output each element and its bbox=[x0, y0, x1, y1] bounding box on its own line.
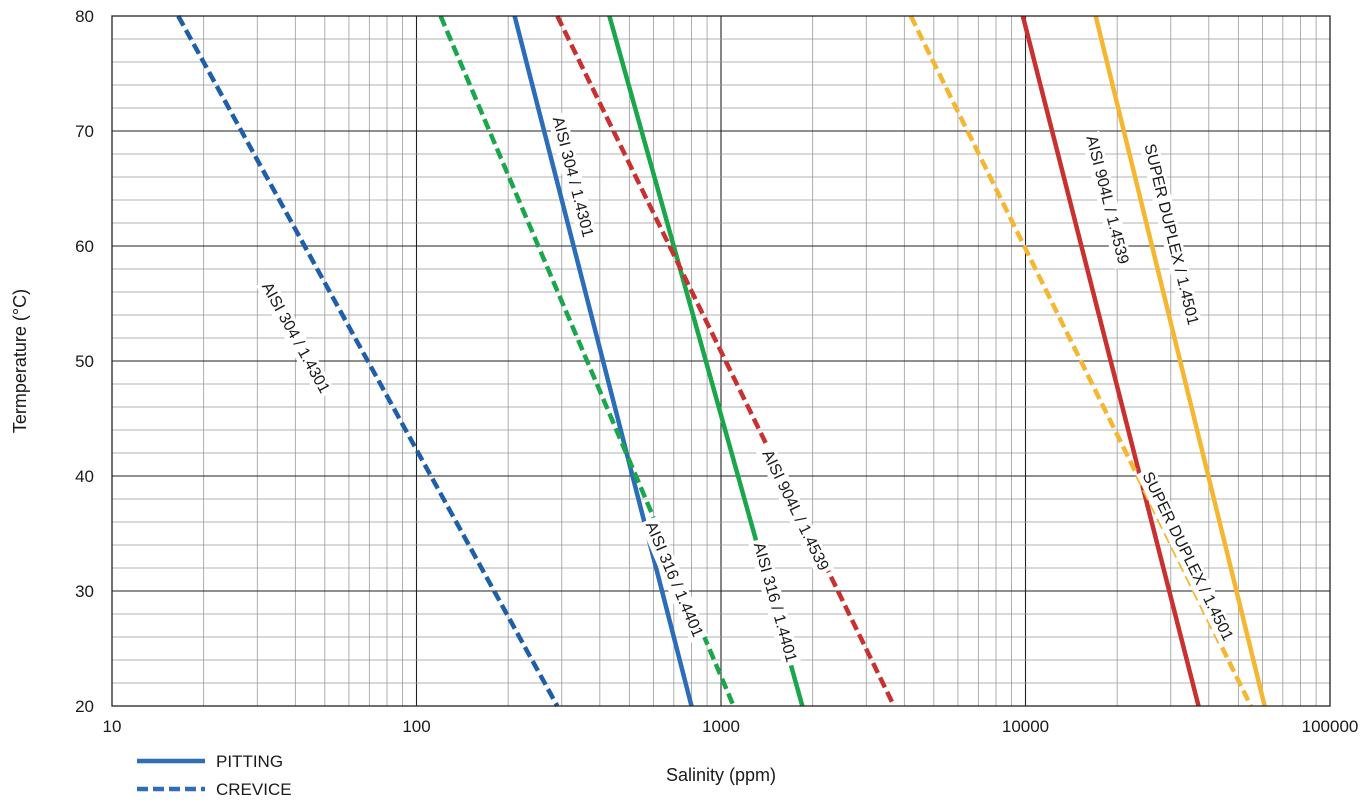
legend: PITTING CREVICE bbox=[137, 752, 292, 799]
x-tick-label: 100000 bbox=[1302, 717, 1359, 736]
x-tick-label: 10000 bbox=[1002, 717, 1049, 736]
x-tick-label: 1000 bbox=[702, 717, 740, 736]
y-tick-label: 20 bbox=[75, 697, 94, 716]
series-line-pitting bbox=[512, 15, 694, 707]
series-label-background bbox=[1136, 466, 1239, 647]
y-tick-label: 80 bbox=[75, 7, 94, 26]
series-label-group: AISI 316 / 1.4401 bbox=[747, 537, 802, 668]
legend-label: CREVICE bbox=[216, 780, 292, 799]
series-label-background bbox=[639, 516, 708, 643]
grid bbox=[112, 16, 1330, 706]
legend-label: PITTING bbox=[216, 752, 283, 771]
series-label-background bbox=[1138, 139, 1203, 331]
plot-border bbox=[111, 15, 1331, 707]
series-line-crevice bbox=[176, 14, 560, 708]
series-label: SUPER DUPLEX / 1.4501 bbox=[1139, 469, 1236, 643]
series-label-background bbox=[747, 537, 802, 668]
y-tick-label: 50 bbox=[75, 352, 94, 371]
y-tick-label: 60 bbox=[75, 237, 94, 256]
y-tick-label: 40 bbox=[75, 467, 94, 486]
series-label-background bbox=[1080, 130, 1134, 270]
series-label-background bbox=[547, 111, 598, 243]
series-label-background bbox=[756, 444, 834, 577]
series-line-pitting bbox=[1020, 15, 1201, 707]
y-axis-title: Termperature (°C) bbox=[10, 289, 30, 433]
series-line-pitting bbox=[1093, 15, 1267, 707]
series-label: AISI 316 / 1.4401 bbox=[750, 541, 800, 665]
series-label-group: SUPER DUPLEX / 1.4501 bbox=[1136, 466, 1239, 647]
series-label-background bbox=[255, 276, 335, 400]
y-tick-label: 30 bbox=[75, 582, 94, 601]
y-tick-label: 70 bbox=[75, 122, 94, 141]
plot-frame bbox=[111, 15, 1331, 707]
x-axis-title: Salinity (ppm) bbox=[666, 765, 776, 785]
x-tick-label: 10 bbox=[103, 717, 122, 736]
tick-labels: 10 100 1000 10000 100000 20 30 40 50 60 70 80 bbox=[75, 7, 1358, 736]
x-tick-label: 100 bbox=[402, 717, 430, 736]
